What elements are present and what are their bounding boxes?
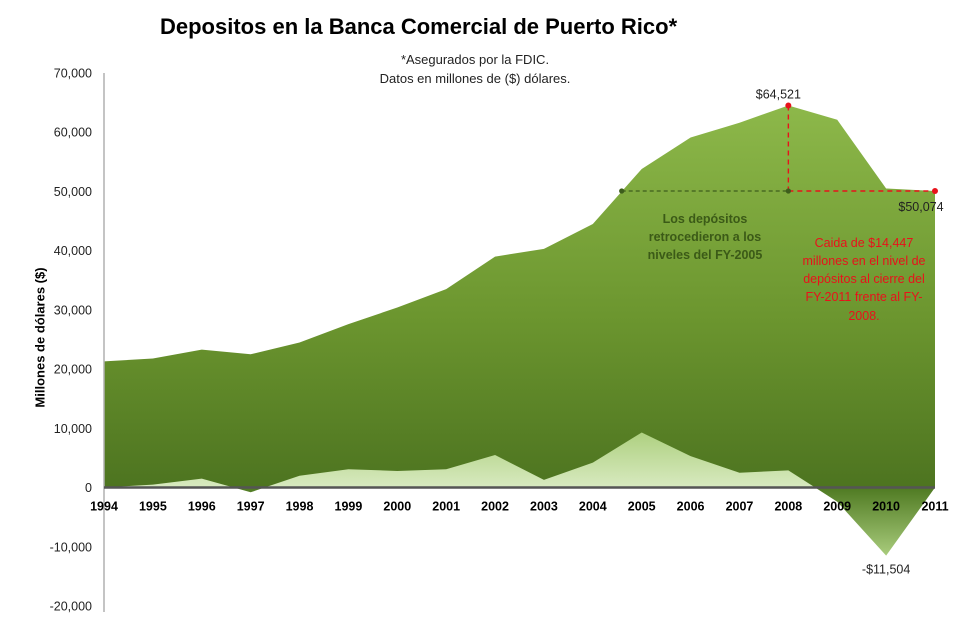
x-tick-label: 2011 [921,500,948,514]
y-tick-label: -10,000 [50,540,92,554]
x-tick-label: 2010 [872,500,900,514]
x-tick-label: 1998 [286,500,314,514]
y-tick-label: 20,000 [54,363,92,377]
chart-title: Depositos en la Banca Comercial de Puert… [160,14,678,39]
y-tick-label: 30,000 [54,303,92,317]
chart-subtitle-1: *Asegurados por la FDIC. [400,52,550,67]
y-tick-label: -20,000 [50,600,92,614]
y-tick-label: 10,000 [54,422,92,436]
y-tick-label: 50,000 [54,185,92,199]
x-tick-label: 2008 [774,500,802,514]
x-tick-label: 2001 [432,500,460,514]
reference-start-marker [619,188,625,194]
x-tick-label: 2007 [726,500,754,514]
annotation-red-note: Caida de $14,447 millones en el nivel de… [802,236,926,323]
x-tick-label: 2009 [823,500,851,514]
x-tick-label: 2003 [530,500,558,514]
y-tick-label: 70,000 [54,67,92,81]
peak-marker [785,102,792,109]
x-tick-label: 2000 [383,500,411,514]
x-tick-label: 2002 [481,500,509,514]
x-tick-label: 2004 [579,500,607,514]
x-tick-label: 2006 [677,500,705,514]
chart-subtitle-2: Datos en millones de ($) dólares. [379,71,571,86]
annotation-green-note: Los depósitos retrocedieron a los nivele… [647,212,763,263]
trough-data-label: -$11,504 [862,563,910,577]
y-tick-label: 40,000 [54,244,92,258]
area-series-change-negative [104,487,935,556]
x-tick-label: 1994 [90,500,118,514]
y-tick-label: 0 [85,481,92,495]
reference-end-marker [785,188,791,194]
x-tick-label: 1995 [139,500,167,514]
x-tick-label: 2005 [628,500,656,514]
end-marker [932,188,938,195]
area-series-change-positive [104,432,935,488]
peak-data-label: $64,521 [756,87,801,101]
end-data-label: $50,074 [898,200,943,214]
x-tick-label: 1997 [237,500,265,514]
x-tick-label: 1999 [335,500,363,514]
y-tick-label: 60,000 [54,126,92,140]
x-tick-label: 1996 [188,500,216,514]
area-series-total [104,105,935,488]
